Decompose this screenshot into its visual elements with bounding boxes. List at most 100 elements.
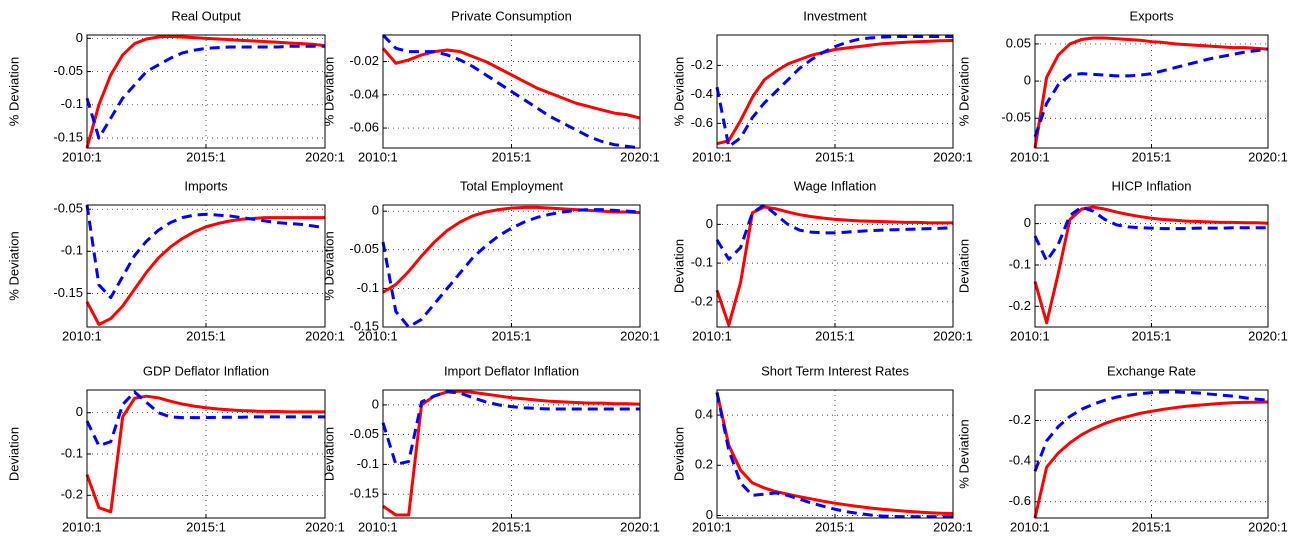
panel-title: Total Employment: [460, 178, 564, 193]
series-line: [85, 34, 326, 149]
series-line: [1033, 400, 1269, 519]
y-tick-label: -0.4: [691, 86, 713, 101]
axes-frame: [716, 34, 954, 149]
series-line: [1033, 205, 1269, 325]
x-tick-label: 2015:1: [815, 328, 855, 343]
series-line: [715, 203, 954, 261]
y-tick-label: -0.1: [691, 255, 713, 270]
x-tick-label: 2020:1: [305, 328, 345, 343]
panel: 2010:1 2015:1 2020:1 -0.6 -0.4 -0.2 Investment…: [671, 8, 972, 164]
x-tick-label: 2010:1: [62, 149, 102, 164]
axes-frame: [382, 389, 641, 519]
y-tick-label: -0.02: [349, 53, 379, 68]
y-tick-label: 0: [372, 203, 379, 218]
y-axis-label: % Deviation: [321, 231, 336, 300]
series-line: [381, 208, 641, 329]
axes-frame: [86, 34, 326, 149]
y-tick-label: 0: [706, 507, 713, 522]
y-tick-label: 0: [1024, 215, 1031, 230]
axes-frame: [86, 389, 326, 519]
y-tick-label: 0: [372, 396, 379, 411]
panel: 2010:1 2015:1 2020:1 -0.15 -0.1 -0.05 0 Import …: [321, 363, 659, 534]
panel: 2010:1 2015:1 2020:1 0 0.2 0.4 Short Term Inte…: [671, 363, 972, 534]
y-tick-label: 0: [76, 30, 83, 45]
series-line: [715, 392, 954, 515]
panel-title: Wage Inflation: [794, 178, 877, 193]
panel-title: Short Term Interest Rates: [761, 363, 909, 378]
x-tick-label: 2020:1: [305, 149, 345, 164]
series-line: [715, 34, 953, 149]
y-tick-label: -0.1: [1009, 256, 1031, 271]
y-axis-label: % Deviation: [321, 57, 336, 126]
x-tick-label: 2015:1: [1132, 519, 1172, 534]
y-tick-label: -0.2: [61, 487, 83, 502]
series-line: [85, 216, 325, 326]
x-tick-label: 2010:1: [692, 149, 732, 164]
series-line: [85, 394, 325, 514]
y-tick-label: -0.05: [53, 201, 83, 216]
x-tick-label: 2020:1: [1248, 519, 1288, 534]
x-tick-label: 2020:1: [933, 328, 973, 343]
y-tick-label: 0: [1024, 73, 1031, 88]
series-line: [1033, 36, 1269, 149]
y-tick-label: 0.4: [695, 407, 713, 422]
y-tick-label: -0.2: [1009, 412, 1031, 427]
y-tick-label: -0.06: [349, 119, 379, 134]
y-axis-label: % Deviation: [6, 231, 21, 300]
x-tick-label: 2015:1: [815, 149, 855, 164]
series-line: [381, 390, 640, 466]
x-tick-label: 2010:1: [1010, 519, 1050, 534]
series-line: [1033, 390, 1269, 472]
y-tick-label: -0.1: [61, 445, 83, 460]
x-tick-label: 2015:1: [492, 328, 532, 343]
y-tick-label: -0.05: [349, 241, 379, 256]
panel-title: Imports: [184, 178, 228, 193]
series-line: [716, 39, 954, 146]
series-line: [381, 33, 641, 150]
series-line: [85, 204, 326, 300]
y-axis-label: % Deviation: [956, 419, 971, 488]
y-tick-label: -0.2: [691, 57, 713, 72]
y-axis-label: Deviation: [671, 427, 686, 481]
x-tick-label: 2015:1: [186, 149, 226, 164]
y-axis-label: % Deviation: [671, 57, 686, 126]
x-tick-label: 2010:1: [358, 328, 398, 343]
x-tick-label: 2020:1: [1248, 149, 1288, 164]
y-tick-label: -0.1: [61, 243, 83, 258]
y-tick-label: -0.4: [1009, 453, 1031, 468]
y-axis-label: Deviation: [671, 239, 686, 293]
axes-frame: [382, 34, 641, 149]
x-tick-label: 2020:1: [933, 149, 973, 164]
x-tick-label: 2010:1: [358, 149, 398, 164]
y-tick-label: -0.05: [349, 426, 379, 441]
y-tick-label: 0.2: [695, 457, 713, 472]
x-tick-label: 2020:1: [305, 519, 345, 534]
x-tick-label: 2015:1: [815, 519, 855, 534]
panel: 2010:1 2015:1 2020:1 -0.06 -0.04 -0.02 Private…: [321, 8, 659, 164]
y-tick-label: -0.2: [1009, 298, 1031, 313]
x-tick-label: 2020:1: [620, 519, 660, 534]
y-tick-label: -0.04: [349, 86, 379, 101]
y-tick-label: -0.2: [691, 293, 713, 308]
y-axis-label: Deviation: [6, 427, 21, 481]
panel: 2010:1 2015:1 2020:1 -0.6 -0.4 -0.2 Exchange R…: [956, 363, 1287, 534]
panel: 2010:1 2015:1 2020:1 -0.15 -0.1 -0.05 0 Real Ou…: [6, 8, 344, 164]
axes-frame: [716, 204, 954, 328]
y-tick-label: -0.05: [1001, 110, 1031, 125]
axes-frame: [86, 204, 326, 328]
x-tick-label: 2015:1: [492, 519, 532, 534]
series-line: [1033, 205, 1268, 263]
series-line: [1033, 47, 1269, 138]
x-tick-label: 2010:1: [62, 519, 102, 534]
y-tick-label: -0.15: [53, 129, 83, 144]
axes-frame: [1034, 389, 1269, 519]
series-line: [85, 390, 325, 448]
axes-frame: [1034, 204, 1269, 328]
y-tick-label: -0.15: [349, 318, 379, 333]
y-tick-label: -0.1: [357, 280, 379, 295]
panel-title: Real Output: [171, 8, 241, 23]
x-tick-label: 2020:1: [933, 519, 973, 534]
panel-title: HICP Inflation: [1112, 178, 1192, 193]
x-tick-label: 2010:1: [692, 519, 732, 534]
panel-title: Investment: [803, 8, 867, 23]
